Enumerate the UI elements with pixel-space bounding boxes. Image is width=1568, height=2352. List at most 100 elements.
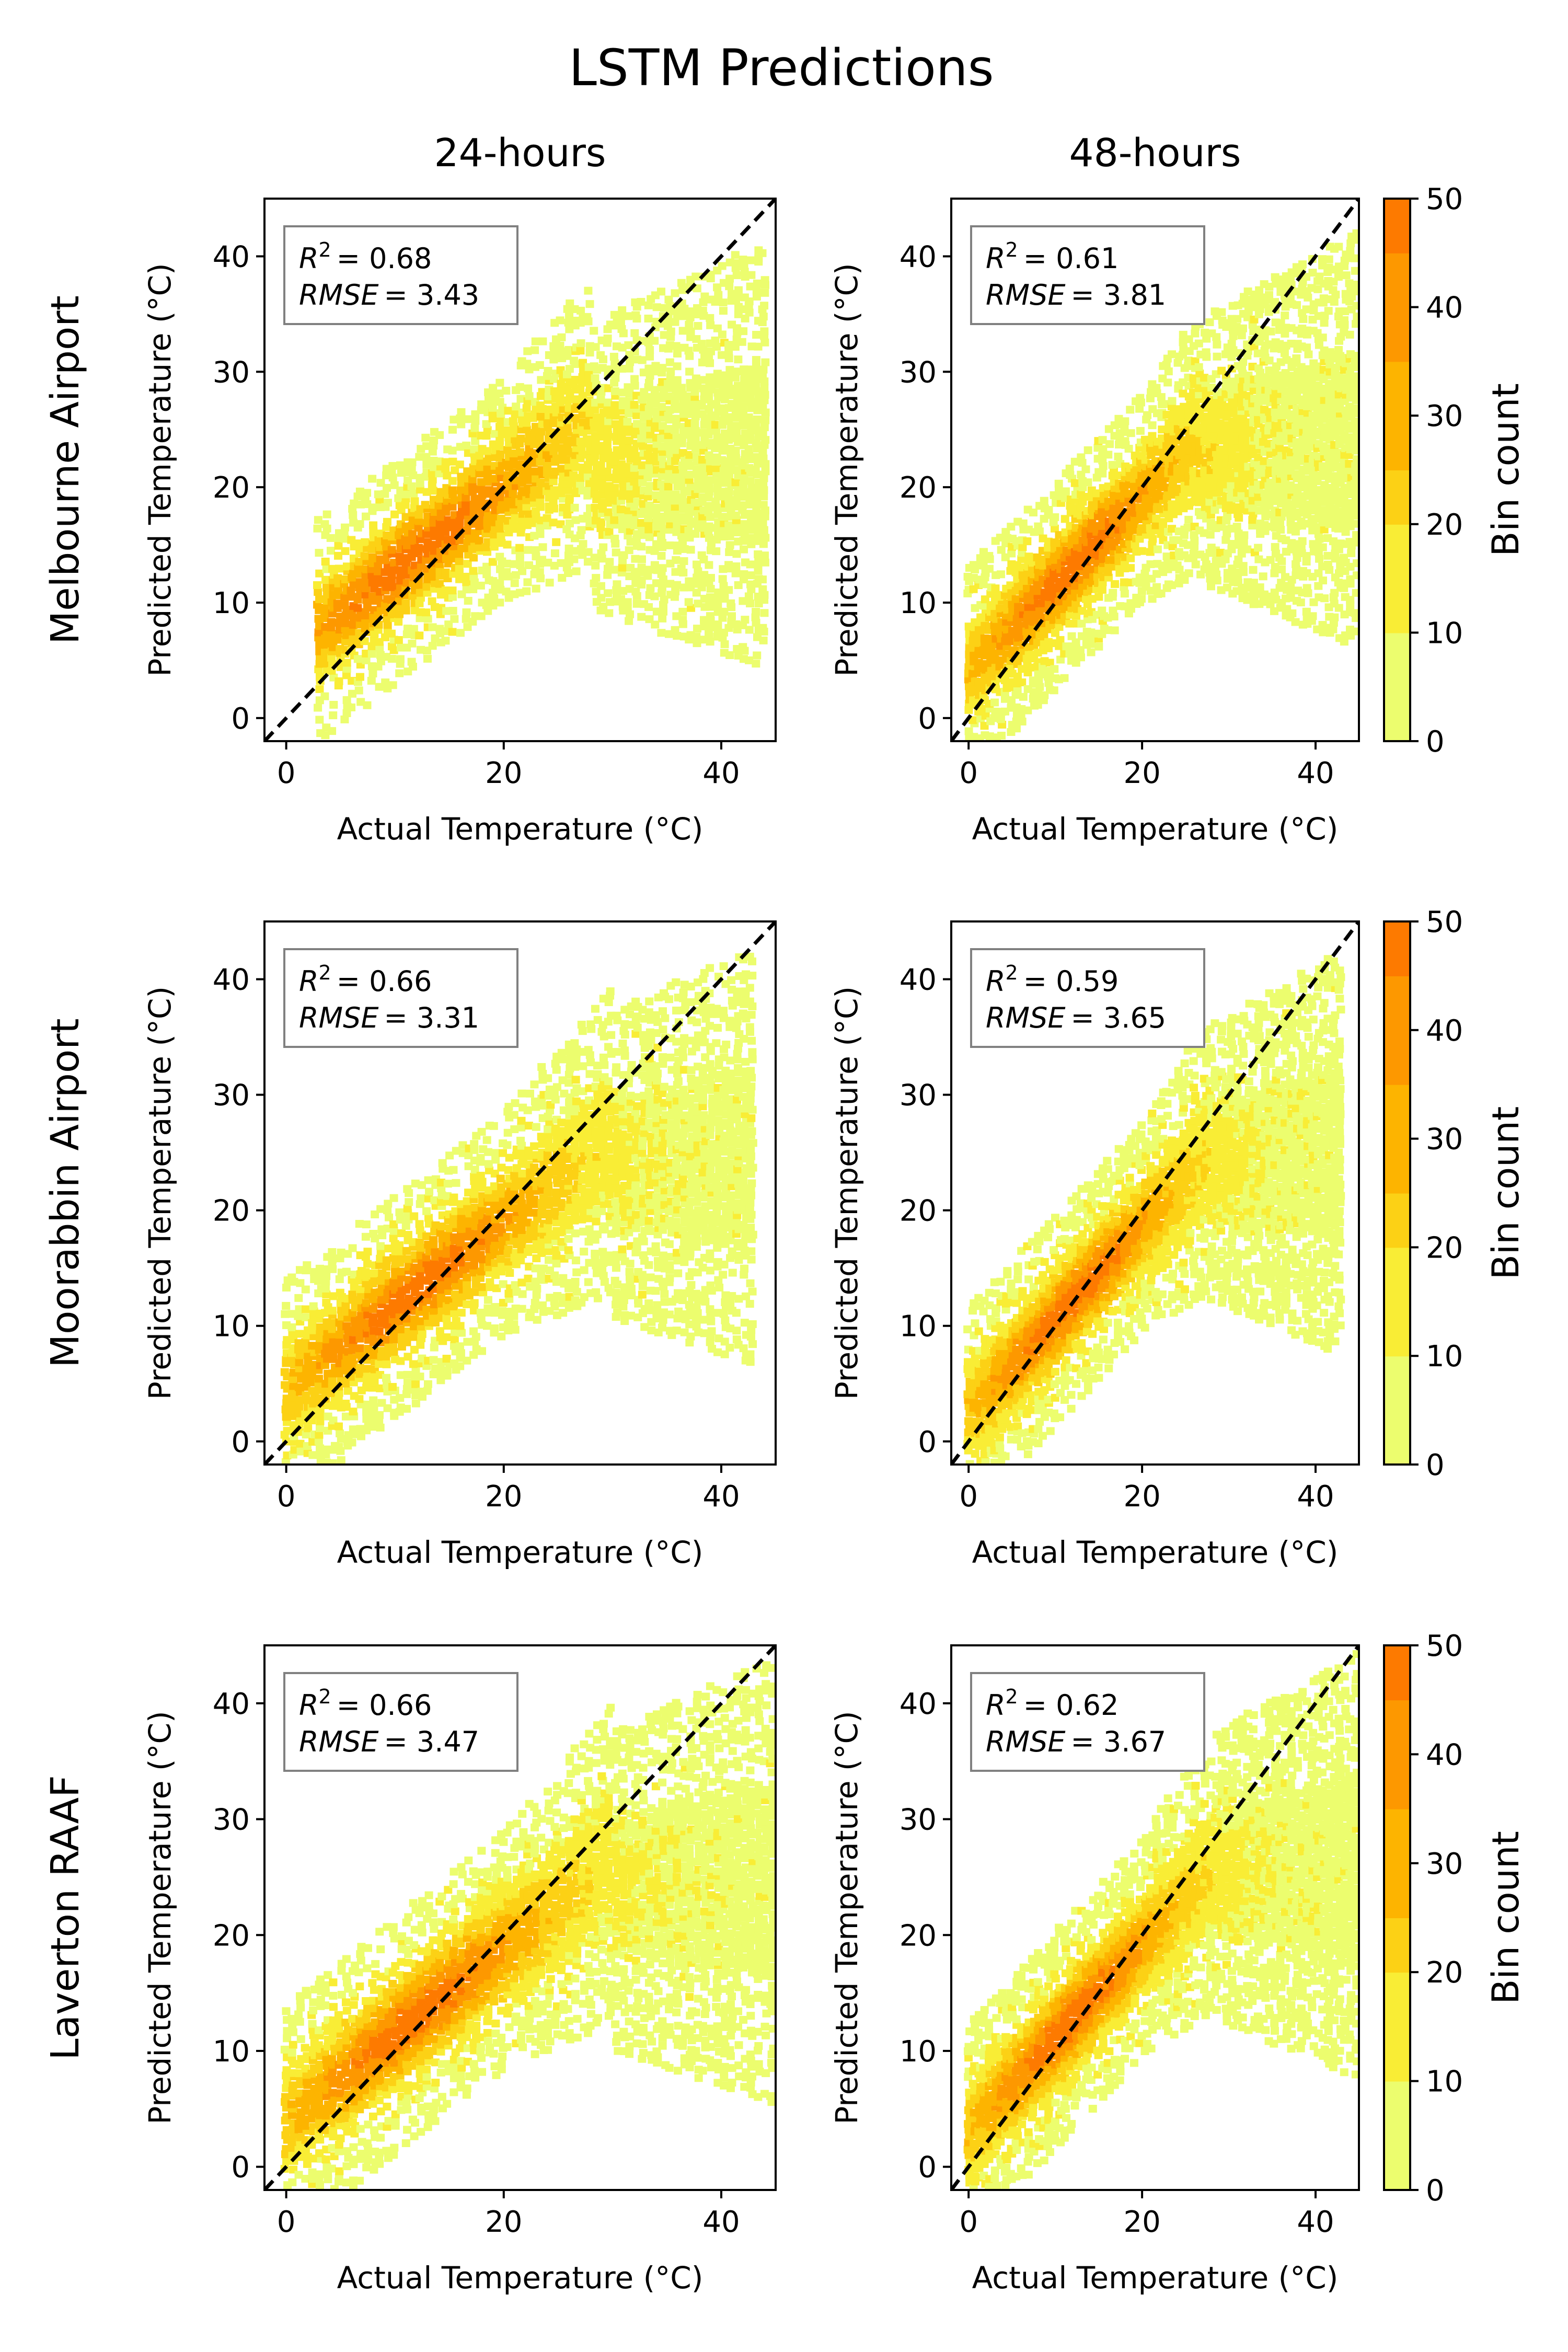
y-tick-label: 30: [900, 1079, 937, 1113]
row-title-2: Moorabbin Airport: [43, 1018, 88, 1367]
colorbar-band: [1384, 1754, 1410, 1809]
colorbar-tick-label: 20: [1426, 1956, 1463, 1990]
x-tick-label: 0: [277, 2205, 296, 2239]
colorbar-tick-label: 40: [1426, 291, 1463, 325]
colorbar-label: Bin count: [1484, 383, 1527, 557]
rmse-text: RMSE = 3.47: [299, 1725, 479, 1758]
colorbar-band: [1384, 2135, 1410, 2190]
rmse-symbol: RMSE: [986, 279, 1066, 312]
y-tick-label: 40: [213, 240, 250, 274]
reference-line: [951, 921, 1359, 1465]
r2-value: = 0.61: [1023, 242, 1119, 275]
rmse-symbol: RMSE: [299, 1001, 379, 1034]
rmse-text: RMSE = 3.67: [986, 1725, 1166, 1758]
colorbar-band: [1384, 1972, 1410, 2027]
reference-line: [951, 199, 1359, 741]
colorbar-band: [1384, 252, 1410, 308]
colorbar-tick-label: 0: [1426, 725, 1445, 759]
colorbar-tick-label: 0: [1426, 1448, 1445, 1482]
rmse-text: RMSE = 3.43: [299, 279, 479, 312]
axes-frame: [950, 198, 1360, 742]
r2-value: = 0.59: [1023, 965, 1119, 998]
y-tick-label: 20: [213, 1919, 250, 1953]
y-tick-label: 0: [231, 1425, 250, 1459]
r2-text: R2 = 0.66: [299, 1685, 432, 1722]
panel-2-1: 0 20 40 0 10 20 30 40 Actual Temperature (°C) Pre…: [142, 920, 777, 1570]
colorbar-tick-label: 20: [1426, 508, 1463, 542]
colorbar-tick-label: 10: [1426, 1340, 1463, 1374]
x-tick-label: 0: [959, 756, 978, 790]
y-tick-label: 30: [900, 355, 937, 389]
y-tick-label: 30: [213, 1079, 250, 1113]
colorbar-band: [1384, 524, 1410, 579]
panel-1-1: 0 20 40 0 10 20 30 40 Actual Temperature (°C) Pre…: [142, 198, 777, 847]
x-tick-label: 0: [959, 2205, 978, 2239]
reference-line: [951, 1645, 1359, 2190]
hexbin-density: [280, 1661, 776, 2190]
axes-frame: [950, 1644, 1360, 2191]
x-tick-label: 40: [702, 756, 740, 790]
rmse-text: RMSE = 3.81: [986, 279, 1166, 312]
colorbar-tick-label: 0: [1426, 2174, 1445, 2208]
stats-box: [970, 948, 1205, 1048]
r2-value: = 0.66: [337, 1689, 432, 1722]
column-title-48h: 48-hours: [1069, 131, 1241, 176]
colorbar-tick-label: 40: [1426, 1738, 1463, 1772]
colorbar-band: [1384, 2026, 1410, 2082]
y-tick-label: 10: [213, 586, 250, 620]
x-tick-label: 40: [702, 1480, 740, 1514]
colorbar-tick-label: 10: [1426, 2065, 1463, 2099]
y-axis-label: Predicted Temperature (°C): [829, 986, 864, 1400]
colorbar-band: [1384, 1918, 1410, 1973]
r2-exponent: 2: [319, 1685, 331, 1708]
colorbar-band: [1384, 1301, 1410, 1357]
colorbar-band: [1384, 361, 1410, 417]
r2-text: R2 = 0.62: [986, 1685, 1119, 1722]
r2-symbol: R: [986, 242, 1006, 275]
colorbar-label: Bin count: [1484, 1106, 1527, 1280]
r2-exponent: 2: [319, 238, 331, 261]
x-tick-label: 0: [277, 756, 296, 790]
reference-line: [264, 1645, 776, 2190]
x-tick-label: 20: [485, 2205, 522, 2239]
y-axis-label: Predicted Temperature (°C): [142, 986, 178, 1400]
x-tick-label: 20: [485, 1480, 522, 1514]
colorbar-3: 0 10 20 30 40 50 Bin count: [1383, 1629, 1527, 2208]
y-tick-label: 20: [213, 1194, 250, 1228]
y-tick-label: 10: [900, 586, 937, 620]
colorbar-band: [1384, 1410, 1410, 1465]
colorbar-tick-label: 10: [1426, 616, 1463, 650]
r2-symbol: R: [299, 242, 319, 275]
colorbar-band: [1384, 1084, 1410, 1139]
r2-symbol: R: [986, 1689, 1006, 1722]
y-tick-label: 20: [900, 1919, 937, 1953]
y-tick-label: 0: [918, 2151, 937, 2185]
colorbar-band: [1384, 470, 1410, 525]
colorbar-band: [1384, 578, 1410, 633]
y-tick-label: 10: [213, 2035, 250, 2069]
colorbar-band: [1384, 199, 1410, 253]
x-axis-label: Actual Temperature (°C): [337, 1535, 704, 1570]
rmse-text: RMSE = 3.65: [986, 1001, 1166, 1034]
y-tick-label: 10: [213, 1310, 250, 1344]
reference-line: [264, 921, 776, 1465]
colorbar-band: [1384, 1863, 1410, 1918]
r2-value: = 0.68: [337, 242, 432, 275]
rmse-value: = 3.65: [1071, 1001, 1167, 1034]
stats-box: [970, 225, 1205, 325]
axes-frame: [263, 1644, 777, 2191]
rmse-value: = 3.47: [384, 1725, 480, 1758]
colorbar-band: [1384, 1030, 1410, 1085]
colorbar-tick-label: 40: [1426, 1014, 1463, 1048]
x-tick-label: 40: [1297, 756, 1334, 790]
colorbar-band: [1384, 1356, 1410, 1411]
rmse-value: = 3.31: [384, 1001, 480, 1034]
y-tick-label: 10: [900, 1310, 937, 1344]
colorbar-tick-label: 50: [1426, 1629, 1463, 1663]
colorbar-1: 0 10 20 30 40 50 Bin count: [1383, 182, 1527, 759]
stats-box: [970, 1672, 1205, 1772]
row-title-3: Laverton RAAF: [43, 1775, 88, 2060]
colorbar-frame: [1383, 920, 1411, 1466]
colorbar-tick-label: 30: [1426, 399, 1463, 433]
